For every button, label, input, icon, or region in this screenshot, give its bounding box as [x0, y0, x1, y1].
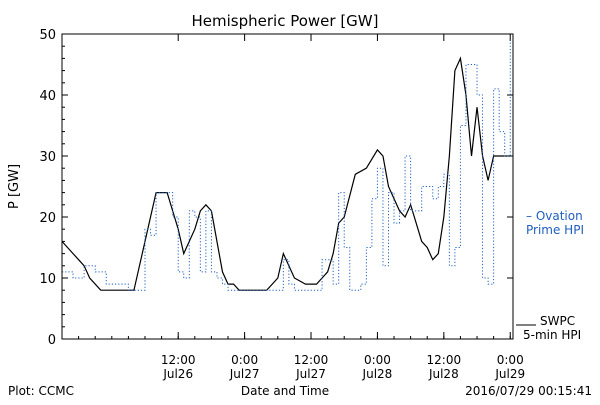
x-tick-label-date: Jul28	[428, 367, 459, 381]
x-tick-label-date: Jul26	[162, 367, 193, 381]
y-tick-label: 20	[39, 211, 56, 226]
x-tick-label-time: 0:00	[497, 353, 524, 367]
series-swpc-line	[61, 56, 511, 291]
plot-frame	[61, 33, 514, 340]
footer-plot-credit: Plot: CCMC	[8, 384, 74, 398]
y-tick-label: 30	[39, 150, 56, 165]
x-tick-label-date: Jul29	[494, 367, 525, 381]
x-axis-label: Date and Time	[241, 384, 329, 398]
legend-label-ovation: – Ovation	[526, 209, 583, 223]
legend-label-swpc-line2: 5-min HPI	[523, 328, 581, 342]
y-tick-label: 40	[39, 89, 56, 104]
chart-title: Hemispheric Power [GW]	[192, 12, 379, 30]
y-tick-label: 10	[39, 272, 56, 287]
x-tick-label-time: 0:00	[364, 353, 391, 367]
y-axis-label: P [GW]	[7, 164, 22, 209]
x-tick-label-date: Jul27	[295, 367, 326, 381]
x-tick-label-time: 12:00	[161, 353, 196, 367]
legend-label-ovation-line2: Prime HPI	[526, 223, 584, 237]
x-tick-label-time: 12:00	[294, 353, 329, 367]
x-tick-label-time: 0:00	[231, 353, 258, 367]
x-tick-label-date: Jul28	[362, 367, 393, 381]
x-tick-label-time: 12:00	[427, 353, 462, 367]
footer-timestamp: 2016/07/29 00:15:41	[465, 384, 592, 398]
y-tick-label: 50	[39, 28, 56, 43]
legend-label-swpc: SWPC	[540, 314, 575, 328]
x-tick-label-date: Jul27	[229, 367, 260, 381]
y-tick-label: 0	[48, 333, 56, 348]
plot-area: 0102030405012:00Jul260:00Jul2712:00Jul27…	[39, 28, 525, 381]
